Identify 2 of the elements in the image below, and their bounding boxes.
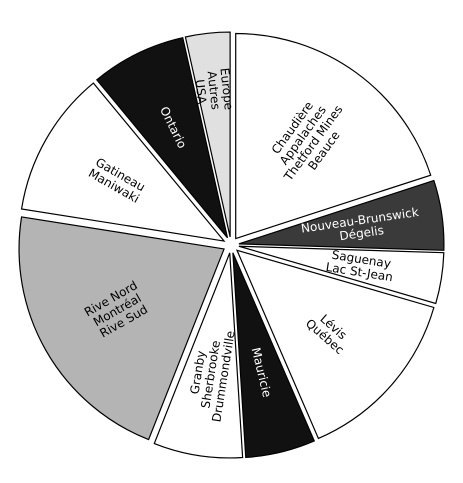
slice-label: Mauricie bbox=[248, 346, 274, 399]
slice-label: Saguenay Lac St-Jean bbox=[324, 248, 394, 284]
